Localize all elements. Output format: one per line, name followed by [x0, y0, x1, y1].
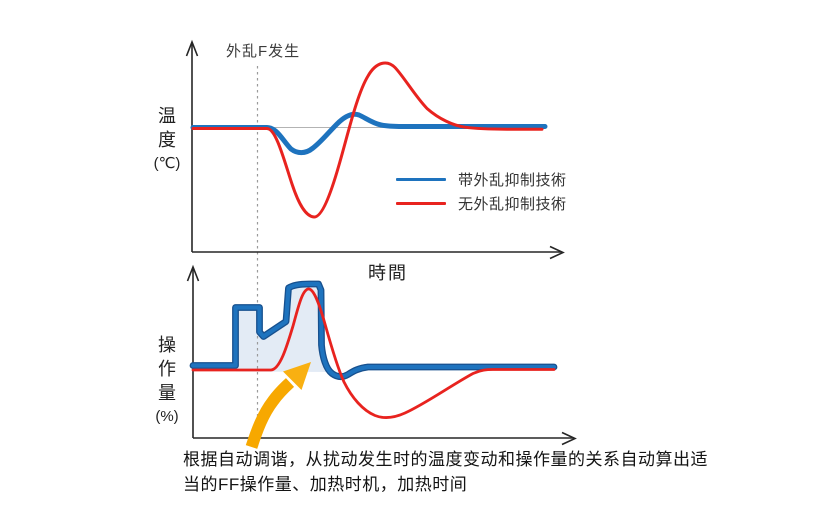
temperature-curve-without-suppression: [191, 61, 544, 219]
highlight-arrow-shaft: [245, 378, 295, 449]
legend-row-with-suppression: 带外乱抑制技術: [396, 167, 567, 191]
legend-row-without-suppression: 无外乱抑制技術: [396, 191, 567, 215]
ff-output-shaded-area: [236, 284, 337, 374]
top-y-axis-label: 温 度 (℃): [144, 104, 190, 176]
output-curve-without-suppression: [191, 287, 556, 419]
legend-line-red: [396, 201, 446, 205]
bottom-y-axis-label-line1: 操: [158, 335, 176, 355]
top-chart-axes: [185, 39, 565, 260]
bottom-y-axis-unit: (%): [155, 408, 179, 425]
highlight-arrow-head: [283, 362, 311, 390]
caption: 根据自动调谐，从扰动发生时的温度变动和操作量的关系自动算出适 当的FF操作量、加…: [183, 447, 708, 497]
highlight-arrow: [245, 362, 311, 449]
legend: 带外乱抑制技術 无外乱抑制技術: [396, 167, 567, 215]
temperature-curve-with-suppression: [190, 111, 548, 156]
caption-line2: 当的FF操作量、加热时机，加热时间: [183, 475, 468, 494]
output-curve-with-suppression: [190, 281, 557, 379]
legend-label-with-suppression: 带外乱抑制技術: [458, 171, 567, 189]
legend-label-without-suppression: 无外乱抑制技術: [458, 195, 567, 213]
top-y-axis-unit: (℃): [153, 155, 181, 172]
top-y-axis-label-line1: 温: [158, 106, 176, 126]
top-y-axis-label-line2: 度: [158, 130, 176, 150]
caption-line1: 根据自动调谐，从扰动发生时的温度变动和操作量的关系自动算出适: [183, 450, 708, 469]
bottom-y-axis-label-line3: 量: [158, 383, 176, 403]
bottom-y-axis-label: 操 作 量 (%): [144, 333, 190, 429]
disturbance-annotation: 外乱F发生: [226, 43, 301, 60]
top-x-axis-label: 時間: [368, 263, 408, 283]
legend-line-blue: [396, 177, 446, 181]
bottom-y-axis-label-line2: 作: [158, 359, 176, 379]
